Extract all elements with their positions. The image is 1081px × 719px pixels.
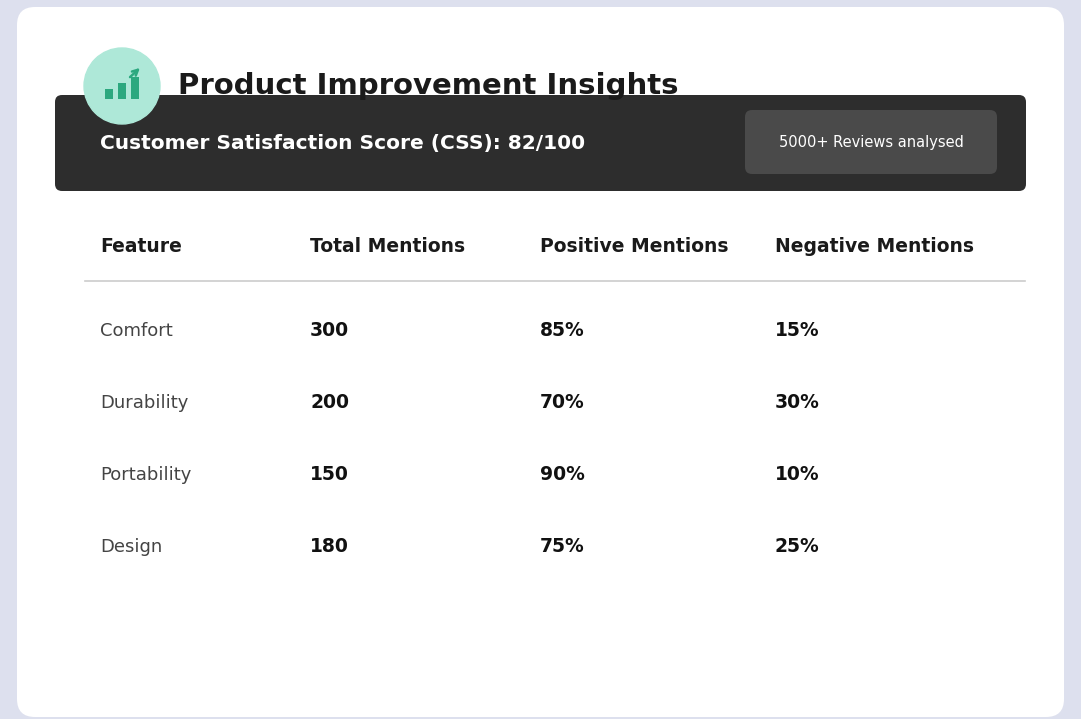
- Text: 75%: 75%: [540, 538, 585, 557]
- Text: Comfort: Comfort: [101, 322, 173, 340]
- Text: Portability: Portability: [101, 466, 191, 484]
- Text: 300: 300: [310, 321, 349, 341]
- Text: 90%: 90%: [540, 465, 585, 485]
- Text: Durability: Durability: [101, 394, 188, 412]
- Text: 85%: 85%: [540, 321, 585, 341]
- Text: 5000+ Reviews analysed: 5000+ Reviews analysed: [778, 134, 963, 150]
- Text: 15%: 15%: [775, 321, 819, 341]
- Text: Customer Satisfaction Score (CSS): 82/100: Customer Satisfaction Score (CSS): 82/10…: [101, 134, 585, 152]
- Text: Feature: Feature: [101, 237, 182, 257]
- Text: 200: 200: [310, 393, 349, 413]
- Text: Total Mentions: Total Mentions: [310, 237, 465, 257]
- Text: Positive Mentions: Positive Mentions: [540, 237, 729, 257]
- Text: Negative Mentions: Negative Mentions: [775, 237, 974, 257]
- Text: Product Improvement Insights: Product Improvement Insights: [178, 72, 679, 100]
- FancyBboxPatch shape: [105, 89, 114, 99]
- FancyBboxPatch shape: [55, 95, 1026, 191]
- Text: 10%: 10%: [775, 465, 819, 485]
- Text: 150: 150: [310, 465, 349, 485]
- Text: 25%: 25%: [775, 538, 819, 557]
- Text: Design: Design: [101, 538, 162, 556]
- FancyBboxPatch shape: [118, 83, 126, 99]
- Circle shape: [84, 48, 160, 124]
- FancyBboxPatch shape: [17, 7, 1064, 717]
- Text: 30%: 30%: [775, 393, 819, 413]
- FancyBboxPatch shape: [745, 110, 997, 174]
- Text: 180: 180: [310, 538, 349, 557]
- Text: 70%: 70%: [540, 393, 585, 413]
- FancyBboxPatch shape: [131, 77, 139, 99]
